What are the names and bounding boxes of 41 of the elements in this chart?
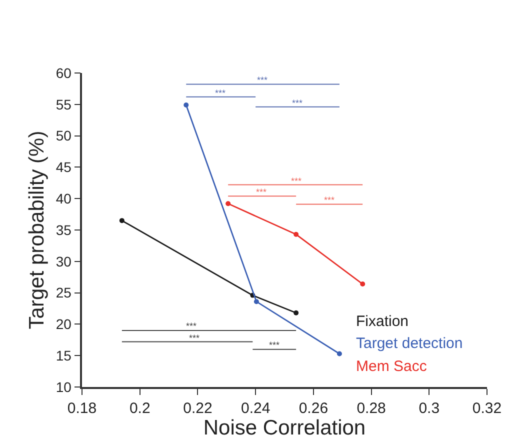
annotation: *** xyxy=(291,176,302,186)
y-tick-label: 45 xyxy=(56,159,72,176)
point xyxy=(294,232,299,237)
x-tick-label: 0.32 xyxy=(472,400,502,417)
y-tick-label: 20 xyxy=(56,316,72,332)
x-tick-label: 0.24 xyxy=(240,400,270,417)
y-tick-label: 15 xyxy=(56,348,72,364)
point xyxy=(360,282,366,287)
y-axis-title: Target probability (%) xyxy=(26,130,49,330)
y-tick-label: 60 xyxy=(56,64,72,81)
annotation: *** xyxy=(256,187,268,197)
point xyxy=(294,310,299,316)
y-tick-label: 25 xyxy=(56,284,72,301)
x-tick-label: 0.2 xyxy=(129,400,150,417)
y-tick-label: 40 xyxy=(56,190,72,206)
point xyxy=(226,201,231,206)
y-tick-label: 10 xyxy=(56,378,72,395)
y-tick-label: 35 xyxy=(56,222,72,238)
text: Mem Sacc xyxy=(356,358,428,375)
x-tick-label: 0.28 xyxy=(356,400,386,417)
y-tick-label: 30 xyxy=(56,253,72,270)
x-axis-title: Noise Correlation xyxy=(203,416,366,440)
annotation: *** xyxy=(292,98,304,108)
point xyxy=(119,218,124,224)
y-tick-label: 55 xyxy=(56,96,72,112)
annotation: *** xyxy=(186,321,198,331)
x-tick-label: 0.3 xyxy=(418,400,440,417)
annotation: *** xyxy=(189,333,200,343)
annotation: *** xyxy=(324,195,336,205)
x-tick-label: 0.22 xyxy=(183,400,212,417)
x-tick-label: 0.18 xyxy=(67,400,97,417)
annotation: *** xyxy=(215,88,226,98)
point xyxy=(254,299,259,304)
series-label: Target detection xyxy=(356,335,463,352)
point xyxy=(336,351,342,356)
annotation: *** xyxy=(257,75,268,85)
text: Fixation xyxy=(356,313,409,330)
point xyxy=(184,102,189,108)
y-tick-label: 50 xyxy=(56,128,72,144)
x-tick-label: 0.26 xyxy=(298,400,328,417)
annotation: *** xyxy=(269,340,280,350)
